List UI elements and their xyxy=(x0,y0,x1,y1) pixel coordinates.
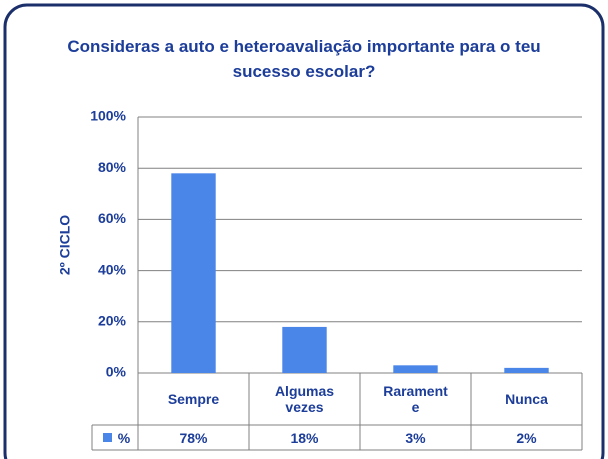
category-label-text: Algumas vezes xyxy=(274,383,335,415)
y-axis-title: 2º CICLO xyxy=(57,215,73,275)
bar xyxy=(171,173,216,373)
category-label-text: Raramente xyxy=(383,383,448,415)
category-label: Sempre xyxy=(138,373,249,425)
legend-key xyxy=(103,433,112,442)
y-tick-label: 0% xyxy=(106,364,127,380)
frame xyxy=(3,3,605,459)
table-value: 3% xyxy=(360,425,471,450)
category-label-text: Sempre xyxy=(167,391,220,407)
y-tick-label: 80% xyxy=(98,159,127,175)
bar xyxy=(282,326,327,373)
bar xyxy=(504,367,549,373)
table-value-text: 2% xyxy=(516,429,537,446)
chart-title: Consideras a auto e heteroavaliação impo… xyxy=(67,37,541,81)
table-value: 18% xyxy=(249,425,360,450)
table-value: 78% xyxy=(138,425,249,450)
y-tick-label: 100% xyxy=(90,108,126,124)
table-value-text: 18% xyxy=(290,429,319,446)
y-tick-label: 60% xyxy=(98,210,127,226)
legend-label-text: % xyxy=(117,429,131,446)
y-tick-label: 40% xyxy=(98,261,127,277)
table-value: 2% xyxy=(471,425,582,450)
legend-label: % xyxy=(112,425,136,450)
category-label: Algumas vezes xyxy=(249,373,360,425)
bar xyxy=(393,365,438,373)
table-value-text: 3% xyxy=(405,429,426,446)
category-label: Nunca xyxy=(471,373,582,425)
category-label: Raramente xyxy=(360,373,471,425)
category-label-text: Nunca xyxy=(505,391,548,407)
table-value-text: 78% xyxy=(179,429,208,446)
y-tick-label: 20% xyxy=(98,313,127,329)
